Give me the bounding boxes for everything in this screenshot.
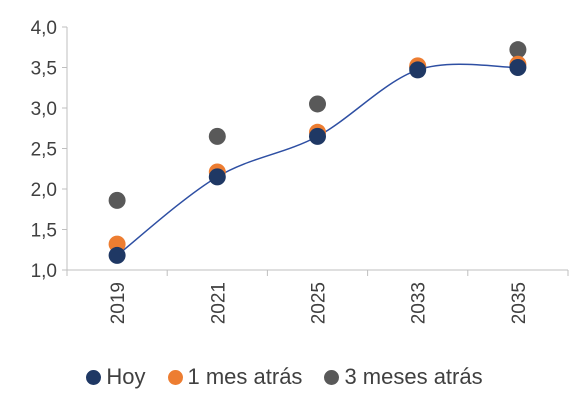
points-layer bbox=[108, 41, 527, 264]
legend-label-1-mes: 1 mes atrás bbox=[187, 364, 303, 389]
legend-label-3-meses: 3 meses atrás bbox=[344, 364, 483, 389]
point-3-meses-atr-s-2021 bbox=[208, 127, 226, 145]
legend: Hoy 1 mes atrás 3 meses atrás bbox=[0, 364, 569, 390]
x-tick-label: 2019 bbox=[108, 282, 129, 324]
x-tick-label: 2021 bbox=[208, 282, 229, 324]
point-3-meses-atr-s-2035 bbox=[509, 41, 527, 59]
x-tick-label: 2025 bbox=[309, 282, 330, 324]
legend-item-1-mes: 1 mes atrás bbox=[167, 364, 303, 390]
x-tick-label: 2033 bbox=[409, 282, 430, 324]
y-tick-label: 1,5 bbox=[31, 221, 57, 242]
y-tick-label: 3,0 bbox=[31, 99, 57, 120]
point-hoy-2019 bbox=[108, 246, 126, 264]
point-hoy-2025 bbox=[309, 127, 326, 145]
legend-marker-1-mes bbox=[167, 369, 183, 385]
legend-label-hoy: Hoy bbox=[106, 364, 146, 389]
y-tick-label: 1,0 bbox=[31, 261, 57, 282]
chart: 1,01,52,02,53,03,54,0 2019 2021 2025 2033 20… bbox=[31, 18, 569, 324]
legend-item-hoy: Hoy bbox=[86, 364, 146, 390]
y-tick-labels: 1,0 1,5 2,0 2,5 3,0 3,5 4,0 bbox=[31, 18, 57, 282]
trendline-layer bbox=[116, 63, 518, 257]
legend-marker-3-meses bbox=[324, 369, 340, 385]
point-3-meses-atr-s-2025 bbox=[309, 95, 326, 113]
x-tick-labels: 2019 2021 2025 2033 2035 bbox=[108, 282, 530, 324]
y-tick-label: 2,5 bbox=[31, 140, 57, 161]
legend-marker-hoy bbox=[86, 369, 102, 385]
point-3-meses-atr-s-2019 bbox=[108, 191, 126, 209]
legend-item-3-meses: 3 meses atrás bbox=[324, 364, 483, 390]
x-tick-label: 2035 bbox=[509, 282, 530, 324]
y-tick-label: 3,5 bbox=[31, 59, 57, 80]
y-tick-label: 2,0 bbox=[31, 180, 57, 201]
point-hoy-2035 bbox=[509, 59, 527, 76]
point-hoy-2021 bbox=[208, 168, 226, 186]
axes bbox=[62, 26, 569, 276]
point-hoy-2033 bbox=[409, 61, 427, 79]
trendline bbox=[116, 63, 518, 257]
y-tick-label: 4,0 bbox=[31, 18, 57, 39]
